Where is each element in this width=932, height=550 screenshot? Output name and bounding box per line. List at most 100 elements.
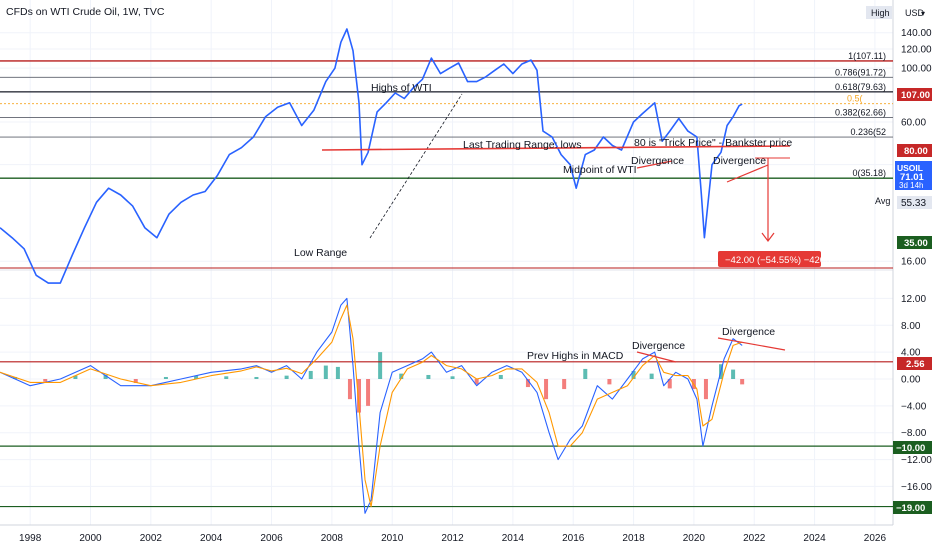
- tag-usoil-text: USOIL: [897, 163, 923, 173]
- trick-price-line[interactable]: [321, 145, 791, 151]
- macd-histogram-bar: [631, 370, 636, 379]
- macd-histogram-bar: [103, 374, 108, 379]
- time-tick-label: 2004: [200, 533, 223, 544]
- macd-histogram-bar: [357, 379, 362, 413]
- tag-80: [897, 144, 932, 157]
- macd-histogram-bar: [399, 373, 404, 379]
- macd-histogram-bar: [649, 373, 654, 379]
- macd-tick-label: 12.00: [901, 294, 926, 305]
- tag-m19: [893, 501, 932, 514]
- macd-tick-label: 4.00: [901, 348, 921, 359]
- macd-histogram-bar: [607, 379, 612, 385]
- tag-35-text: 35.00: [904, 238, 928, 249]
- time-axis[interactable]: 1998 2000 2002 2004 2006 2008 2010 2012 2014 2016…: [19, 533, 886, 544]
- macd-tick-label: −4.00: [901, 401, 927, 412]
- annotation-divergence-1: Divergence: [631, 155, 684, 167]
- tag-avg-label: Avg: [875, 196, 890, 206]
- divergence-line-price-2[interactable]: [726, 164, 769, 183]
- macd-histogram-bar: [583, 368, 588, 379]
- tag-107: [897, 88, 932, 101]
- price-line: [0, 28, 743, 284]
- time-tick-label: 2014: [502, 533, 525, 544]
- fib-level-label: 0.786(91.72): [835, 67, 886, 77]
- price-tags: 107.00 80.00 USOIL 71.01 3d 14h Avg 55.3…: [875, 88, 932, 514]
- macd-histogram: [13, 352, 745, 413]
- time-tick-label: 2008: [321, 533, 344, 544]
- macd-histogram-bar: [426, 374, 431, 379]
- macd-line: [0, 297, 743, 514]
- macd-histogram-bar: [254, 376, 259, 379]
- currency-label[interactable]: USD: [905, 8, 925, 18]
- macd-histogram-bar: [308, 370, 313, 379]
- macd-histogram-bar: [284, 375, 289, 379]
- price-tick-label: 100.00: [901, 64, 932, 75]
- tag-usoil: [895, 161, 932, 190]
- tag-countdown: 3d 14h: [899, 181, 923, 190]
- tag-35: [897, 236, 932, 249]
- time-tick-label: 2002: [140, 533, 163, 544]
- annotation-divergence-2: Divergence: [713, 155, 766, 167]
- annotation-macd-divergence-1: Divergence: [632, 340, 685, 352]
- time-tick-label: 2024: [803, 533, 826, 544]
- price-series[interactable]: [0, 28, 743, 284]
- macd-tick-label: 8.00: [901, 321, 921, 332]
- measure-label-text: −42.00 (−54.55%) −4200: [725, 255, 830, 266]
- macd-axis[interactable]: 12.00 8.00 4.00 0.00 −4.00 −8.00 −12.00 −16.00: [901, 294, 932, 493]
- macd-histogram-bar: [740, 379, 745, 385]
- measure-label[interactable]: −42.00 (−54.55%) −4200: [718, 251, 830, 267]
- macd-histogram-bar: [73, 375, 78, 379]
- macd-histogram-bar: [347, 379, 352, 400]
- drawings[interactable]: [321, 93, 791, 363]
- macd-histogram-bar: [194, 375, 199, 379]
- tag-256: [897, 357, 932, 370]
- symbol-title[interactable]: CFDs on WTI Crude Oil, 1W, TVC: [6, 6, 165, 18]
- macd-histogram-bar: [335, 366, 340, 379]
- macd-grid: [0, 297, 893, 487]
- time-tick-label: 2018: [622, 533, 645, 544]
- time-tick-label: 2010: [381, 533, 404, 544]
- macd-histogram-bar: [474, 379, 479, 385]
- macd-levels: [0, 361, 893, 508]
- chevron-down-icon[interactable]: ▾: [921, 9, 925, 18]
- fib-midpoint-label: 0.5(: [847, 94, 863, 104]
- measure-arrow-head: [761, 232, 775, 242]
- fib-levels: 1(107.11) 0.786(91.72) 0.618(79.63) 0.382(6…: [0, 51, 893, 269]
- macd-histogram-bar: [323, 365, 328, 379]
- annotation-highs-of-wti: Highs of WTI: [371, 82, 432, 94]
- macd-histogram-bar: [525, 379, 530, 388]
- price-tick-label: 140.00: [901, 28, 932, 39]
- annotations: Highs of WTI Last Trading Range: lows 80…: [294, 82, 792, 362]
- fib-level-label: 1(107.11): [848, 51, 886, 61]
- macd-tick-label: −16.00: [901, 482, 932, 493]
- macd-histogram-bar: [667, 379, 672, 389]
- fib-level-label: 0(35.18): [852, 168, 886, 178]
- time-tick-label: 2020: [683, 533, 706, 544]
- divergence-line-macd-1[interactable]: [636, 351, 677, 363]
- divergence-line-macd-2[interactable]: [717, 337, 786, 351]
- macd-histogram-bar: [703, 379, 708, 400]
- tag-m19-text: −19.00: [896, 503, 925, 514]
- price-tick-label: 60.00: [901, 117, 926, 128]
- tag-avg-value: 55.33: [901, 198, 926, 209]
- annotation-last-trading-range: Last Trading Range: lows: [463, 139, 581, 151]
- tag-107-text: 107.00: [901, 90, 930, 101]
- tag-80-text: 80.00: [904, 146, 928, 157]
- annotation-midpoint: Midpoint of WTI: [563, 164, 637, 176]
- macd-histogram-bar: [13, 376, 18, 379]
- measure-label-bg: [718, 251, 821, 267]
- annotation-macd-divergence-2: Divergence: [722, 326, 775, 338]
- time-tick-label: 2022: [743, 533, 766, 544]
- macd-series[interactable]: [0, 297, 743, 514]
- macd-histogram-bar: [378, 352, 383, 379]
- macd-histogram-bar: [562, 379, 567, 390]
- tag-avg: [897, 196, 932, 209]
- macd-histogram-bar: [43, 379, 48, 382]
- time-tick-label: 2026: [864, 533, 887, 544]
- price-tick-label: 16.00: [901, 257, 926, 268]
- trendline-dashed[interactable]: [369, 93, 463, 239]
- macd-histogram-bar: [366, 379, 371, 406]
- tag-m10-text: −10.00: [896, 443, 925, 454]
- tag-last-price: 71.01: [900, 172, 924, 183]
- divergence-line-price-1[interactable]: [636, 160, 673, 169]
